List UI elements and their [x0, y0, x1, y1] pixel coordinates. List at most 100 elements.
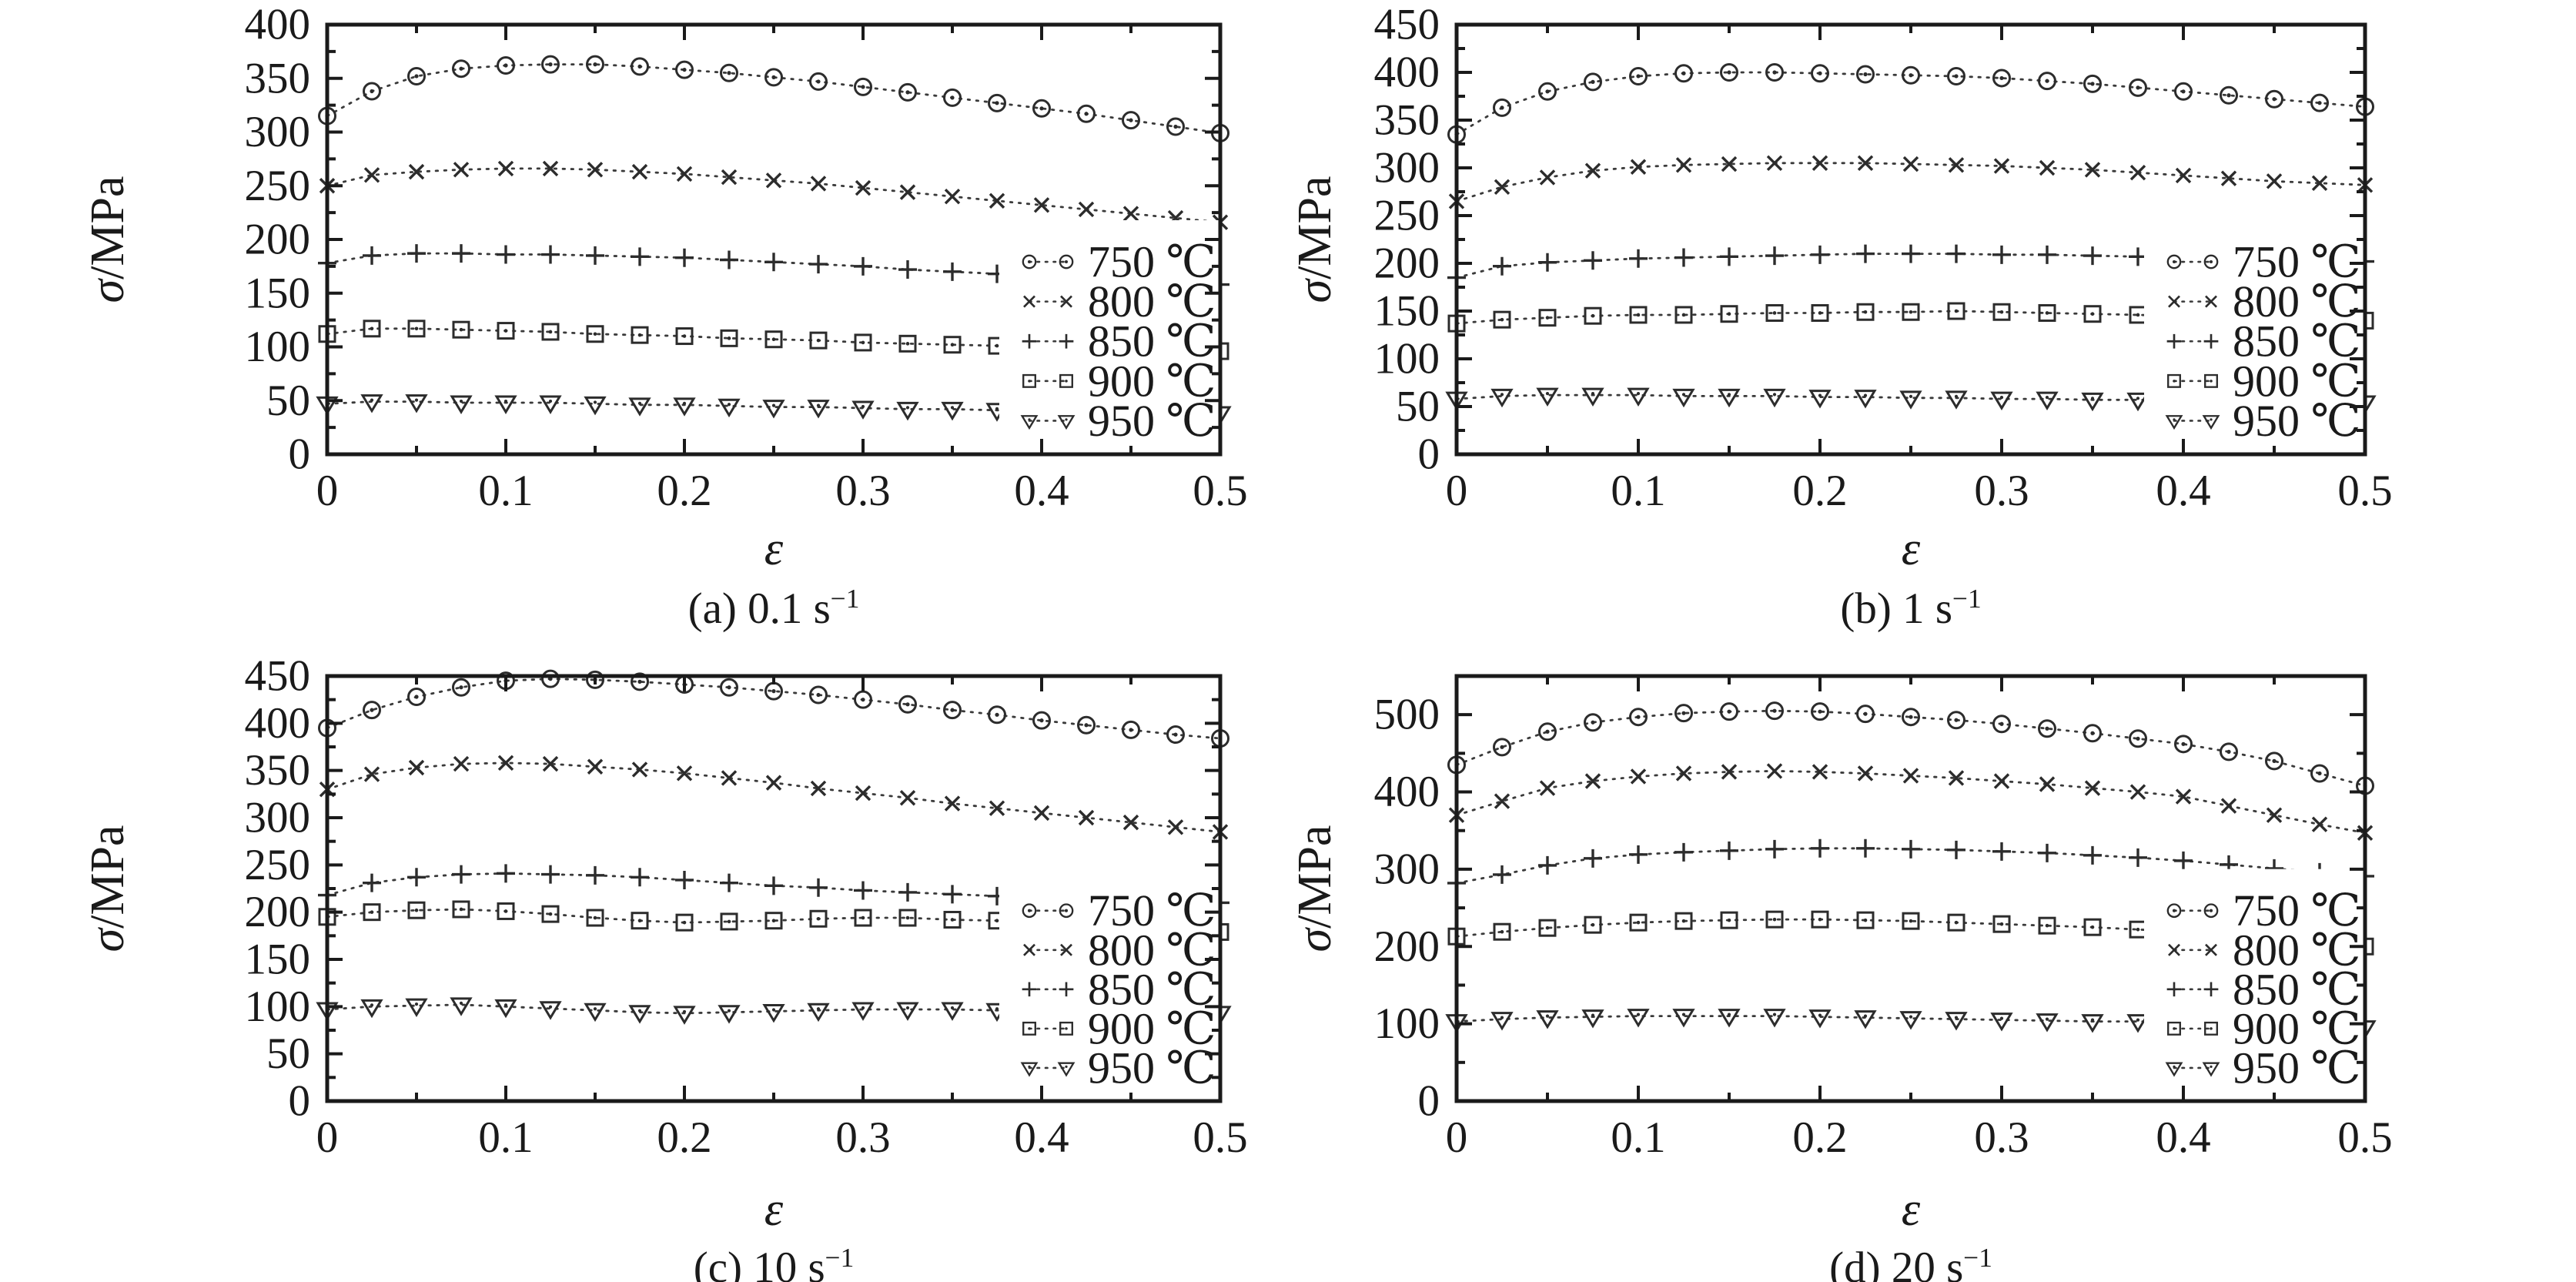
x-marker-icon [2175, 167, 2192, 184]
square-dot-marker-icon [675, 327, 694, 346]
circle-dot-marker-icon [1811, 702, 1829, 721]
legend-entry: 950 ℃ [1020, 396, 1216, 446]
plus-marker-icon [2083, 845, 2102, 865]
y-tick-label: 100 [245, 982, 311, 1031]
triangle-dot-marker-icon [1581, 1009, 1604, 1029]
square-dot-marker-icon [541, 323, 560, 341]
square-dot-marker-icon [407, 901, 426, 919]
triangle-dot-marker-icon [1627, 387, 1650, 407]
square-dot-marker-icon [497, 902, 515, 920]
circle-dot-marker-icon [898, 82, 917, 102]
caption-exponent: −1 [1952, 584, 1982, 614]
circle-dot-marker-icon [497, 56, 515, 75]
plus-marker-icon [720, 873, 738, 892]
square-dot-marker-icon [1811, 303, 1829, 322]
circle-dot-marker-icon [988, 705, 1006, 725]
square-dot-marker-icon [452, 320, 470, 339]
axes [1454, 22, 2367, 457]
y-tick-label: 50 [1396, 383, 1440, 431]
x-tick-label: 0.5 [1193, 1113, 1247, 1162]
x-marker-icon [989, 192, 1005, 209]
triangle-dot-marker-icon [1672, 1009, 1695, 1028]
circle-dot-marker-icon [1032, 711, 1051, 730]
triangle-dot-marker-icon [2126, 1014, 2149, 1033]
plus-marker-icon [2166, 333, 2182, 349]
circle-dot-marker-icon [1584, 72, 1602, 92]
x-marker-icon [855, 179, 871, 196]
x-tick-label: 0.1 [478, 1113, 533, 1162]
y-axis-label: σ/MPa [1289, 825, 1341, 952]
y-tick-label: 250 [245, 162, 311, 210]
x-marker-icon [721, 770, 738, 786]
circle-dot-marker-icon [2220, 742, 2238, 762]
triangle-dot-marker-icon [1057, 1062, 1076, 1077]
triangle-dot-marker-icon [1672, 388, 1695, 408]
circle-dot-marker-icon [2166, 254, 2182, 269]
circle-dot-marker-icon [1493, 738, 1511, 757]
plus-marker-icon [1947, 840, 1965, 859]
square-dot-marker-icon [586, 909, 604, 927]
plus-marker-icon [631, 247, 649, 266]
legend-entry: 900 ℃ [2167, 1003, 2360, 1053]
caption-text: (c) 10 s [693, 1244, 825, 1282]
plus-marker-icon [764, 876, 783, 895]
plus-marker-icon [943, 885, 962, 904]
x-tick-label: 0.4 [2156, 1113, 2210, 1162]
circle-dot-marker-icon [1629, 708, 1648, 727]
square-dot-marker-icon [1629, 306, 1648, 324]
x-marker-icon [1060, 943, 1072, 956]
plus-marker-icon [764, 253, 783, 272]
x-marker-icon [944, 188, 961, 205]
square-dot-marker-icon [1584, 915, 1602, 934]
x-marker-icon [1902, 156, 1919, 172]
circle-dot-marker-icon [809, 685, 828, 705]
triangle-dot-marker-icon [1057, 415, 1076, 430]
x-marker-icon [2311, 816, 2328, 832]
chart-panel-c: 750 ℃ 800 ℃ 850 ℃ 900 ℃ 950 ℃ 0 0.1 0.2 0.3 0.4 0.… [0, 641, 1288, 1282]
plus-marker-icon [1720, 841, 1738, 860]
plus-marker-icon [2174, 851, 2193, 870]
triangle-dot-marker-icon [450, 997, 473, 1016]
square-dot-marker-icon [631, 912, 649, 930]
legend-entry: 800 ℃ [2168, 276, 2360, 326]
x-marker-icon [1167, 819, 1184, 835]
circle-dot-marker-icon [1122, 720, 1140, 739]
y-tick-label: 400 [245, 1, 311, 49]
triangle-dot-marker-icon [405, 998, 428, 1018]
y-tick-label: 100 [1374, 999, 1440, 1048]
square-dot-marker-icon [1538, 309, 1557, 327]
triangle-dot-marker-icon [360, 394, 383, 413]
x-marker-icon [1766, 763, 1783, 779]
x-marker-icon [497, 160, 514, 177]
y-tick-label: 300 [245, 108, 311, 156]
triangle-dot-marker-icon [1536, 1010, 1559, 1029]
circle-dot-marker-icon [1856, 705, 1875, 724]
caption-text: (d) 20 s [1829, 1244, 1964, 1282]
triangle-dot-marker-icon [941, 401, 964, 421]
circle-dot-marker-icon [943, 701, 962, 720]
legend-label: 900 ℃ [2233, 1003, 2360, 1053]
circle-dot-marker-icon [854, 690, 872, 709]
plus-marker-icon [452, 244, 470, 263]
triangle-dot-marker-icon [851, 1002, 875, 1021]
x-marker-icon [542, 160, 559, 177]
plus-marker-icon [1992, 245, 2011, 264]
plus-marker-icon [1947, 244, 1965, 263]
x-marker-icon [1060, 295, 1072, 308]
square-dot-marker-icon [1720, 911, 1738, 929]
triangle-dot-marker-icon [941, 1002, 964, 1021]
plus-marker-icon [363, 873, 381, 892]
plus-marker-icon [943, 262, 962, 281]
panel-caption: (c) 10 s−1 [327, 1235, 1220, 1282]
triangle-dot-marker-icon [762, 400, 785, 419]
square-dot-marker-icon [1538, 919, 1557, 937]
circle-dot-marker-icon [764, 68, 783, 87]
square-dot-marker-icon [1720, 305, 1738, 323]
x-marker-icon [2084, 162, 2101, 178]
circle-dot-marker-icon [2174, 735, 2193, 754]
circle-dot-marker-icon [854, 77, 872, 96]
x-marker-icon [1812, 764, 1828, 780]
